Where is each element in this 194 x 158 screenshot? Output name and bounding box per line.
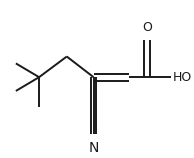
Text: HO: HO [173, 71, 192, 84]
Text: O: O [142, 21, 152, 34]
Text: N: N [88, 141, 99, 155]
